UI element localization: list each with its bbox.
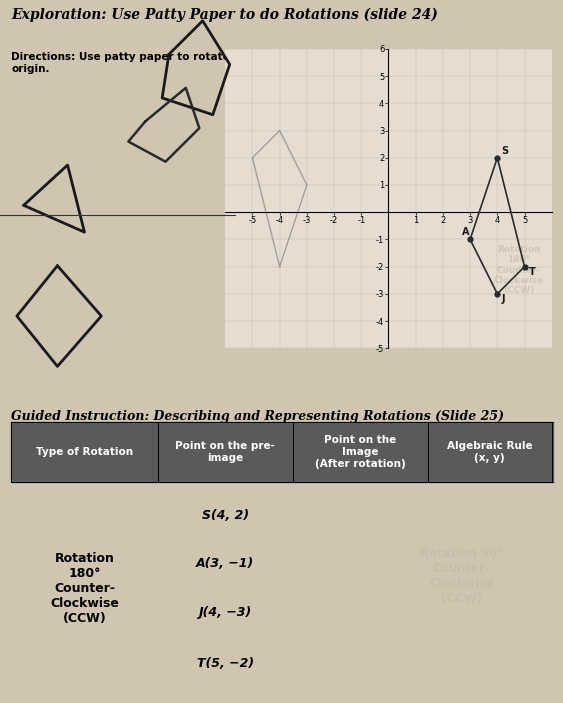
Text: Point on the
Image
(After rotation): Point on the Image (After rotation) (315, 435, 406, 469)
Text: A(3, −1): A(3, −1) (196, 557, 254, 570)
Bar (11, 422, 553, 482)
Text: Point on the pre-
image: Point on the pre- image (175, 441, 275, 463)
Text: S: S (502, 146, 508, 155)
Text: Guided Instruction: Describing and Representing Rotations (Slide 25): Guided Instruction: Describing and Repre… (11, 410, 504, 423)
Text: Directions: Use patty paper to rotate Quadrilateral SAJT 180° counterclockwise a: Directions: Use patty paper to rotate Qu… (11, 52, 539, 74)
Text: S(4, 2): S(4, 2) (202, 509, 249, 522)
Text: Rotation
180°
Counter-
Clockwise
(CCW): Rotation 180° Counter- Clockwise (CCW) (494, 245, 544, 295)
Text: J: J (502, 294, 505, 304)
Text: Algebraic Rule
(x, y): Algebraic Rule (x, y) (447, 441, 533, 463)
Text: T(5, −2): T(5, −2) (196, 657, 254, 670)
Text: Rotation 90°
Counter-
Clockwise
(CCW): Rotation 90° Counter- Clockwise (CCW) (420, 547, 503, 605)
Text: A: A (462, 227, 470, 238)
Text: Type of Rotation: Type of Rotation (36, 447, 133, 457)
Text: J(4, −3): J(4, −3) (199, 606, 252, 619)
Text: Rotation
180°
Counter-
Clockwise
(CCW): Rotation 180° Counter- Clockwise (CCW) (50, 552, 119, 625)
Text: Exploration: Use Patty Paper to do Rotations (slide 24): Exploration: Use Patty Paper to do Rotat… (11, 8, 438, 22)
Text: T: T (529, 267, 535, 277)
